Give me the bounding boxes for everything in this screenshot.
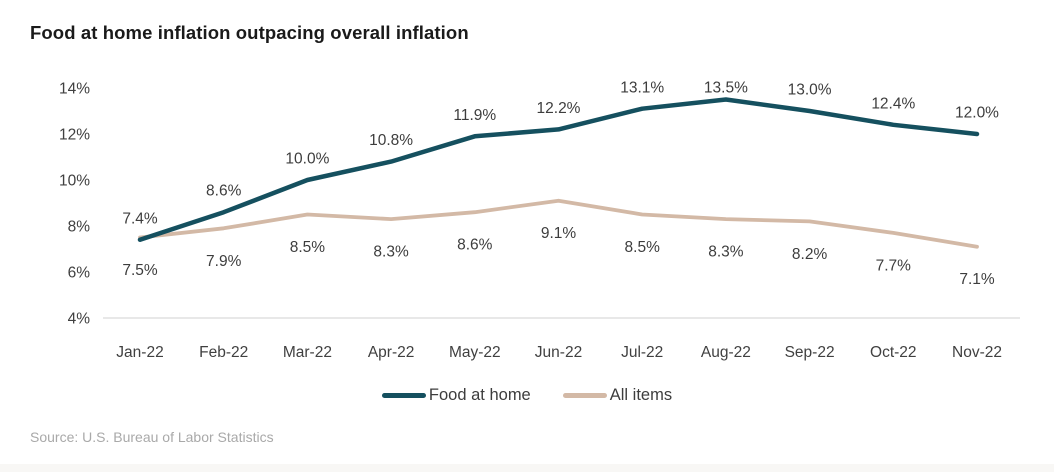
data-label-all-items: 7.7% <box>876 257 912 274</box>
legend-item-food-at-home: Food at home <box>381 386 531 405</box>
x-tick-label: Mar-22 <box>283 344 332 361</box>
data-label-food-at-home: 10.0% <box>285 151 329 168</box>
series-line-all-items <box>138 198 979 249</box>
data-label-food-at-home: 11.9% <box>453 107 496 124</box>
data-label-all-items: 8.6% <box>457 237 493 254</box>
x-tick-label: Jan-22 <box>116 344 163 361</box>
y-tick-label: 4% <box>68 311 91 328</box>
data-label-all-items: 8.2% <box>792 246 828 263</box>
y-tick-label: 10% <box>59 173 90 190</box>
data-label-all-items: 8.3% <box>373 244 409 261</box>
x-tick-label: Sep-22 <box>785 344 835 361</box>
x-tick-label: Feb-22 <box>199 344 248 361</box>
x-tick-label: Nov-22 <box>952 344 1002 361</box>
data-label-all-items: 9.1% <box>541 225 577 242</box>
data-label-food-at-home: 12.0% <box>955 105 999 122</box>
y-tick-label: 14% <box>59 81 90 98</box>
data-label-all-items: 8.5% <box>290 239 326 256</box>
footer-strip <box>0 464 1054 472</box>
data-label-all-items: 7.1% <box>959 271 995 288</box>
x-tick-label: Jul-22 <box>621 344 663 361</box>
x-tick-label: Aug-22 <box>701 344 751 361</box>
data-label-all-items: 7.9% <box>206 253 242 270</box>
series-line-food-at-home <box>137 97 980 243</box>
x-tick-label: Jun-22 <box>535 344 582 361</box>
data-label-food-at-home: 7.4% <box>122 210 158 227</box>
legend-label-food-at-home: Food at home <box>428 386 531 404</box>
data-label-all-items: 8.5% <box>625 239 661 256</box>
x-tick-label: Oct-22 <box>870 344 917 361</box>
data-label-food-at-home: 13.1% <box>620 80 664 97</box>
legend: Food at home All items <box>0 386 1054 405</box>
y-tick-label: 8% <box>68 219 91 236</box>
data-label-food-at-home: 12.2% <box>537 100 581 117</box>
chart-title: Food at home inflation outpacing overall… <box>30 22 469 43</box>
data-label-food-at-home: 13.5% <box>704 80 748 97</box>
x-tick-label: Apr-22 <box>368 344 415 361</box>
data-label-all-items: 7.5% <box>122 262 158 279</box>
data-label-food-at-home: 13.0% <box>788 82 832 99</box>
data-label-food-at-home: 10.8% <box>369 132 413 149</box>
y-tick-label: 6% <box>68 265 91 282</box>
legend-item-all-items: All items <box>562 386 673 405</box>
legend-label-all-items: All items <box>609 386 673 404</box>
legend-swatch-food-at-home-icon <box>381 393 426 398</box>
data-label-food-at-home: 12.4% <box>871 95 915 112</box>
legend-swatch-all-items-icon <box>562 393 607 398</box>
x-tick-label: May-22 <box>449 344 501 361</box>
source-note: Source: U.S. Bureau of Labor Statistics <box>30 429 274 445</box>
data-label-food-at-home: 8.6% <box>206 183 242 200</box>
data-label-all-items: 8.3% <box>708 244 744 261</box>
y-tick-label: 12% <box>59 127 90 144</box>
